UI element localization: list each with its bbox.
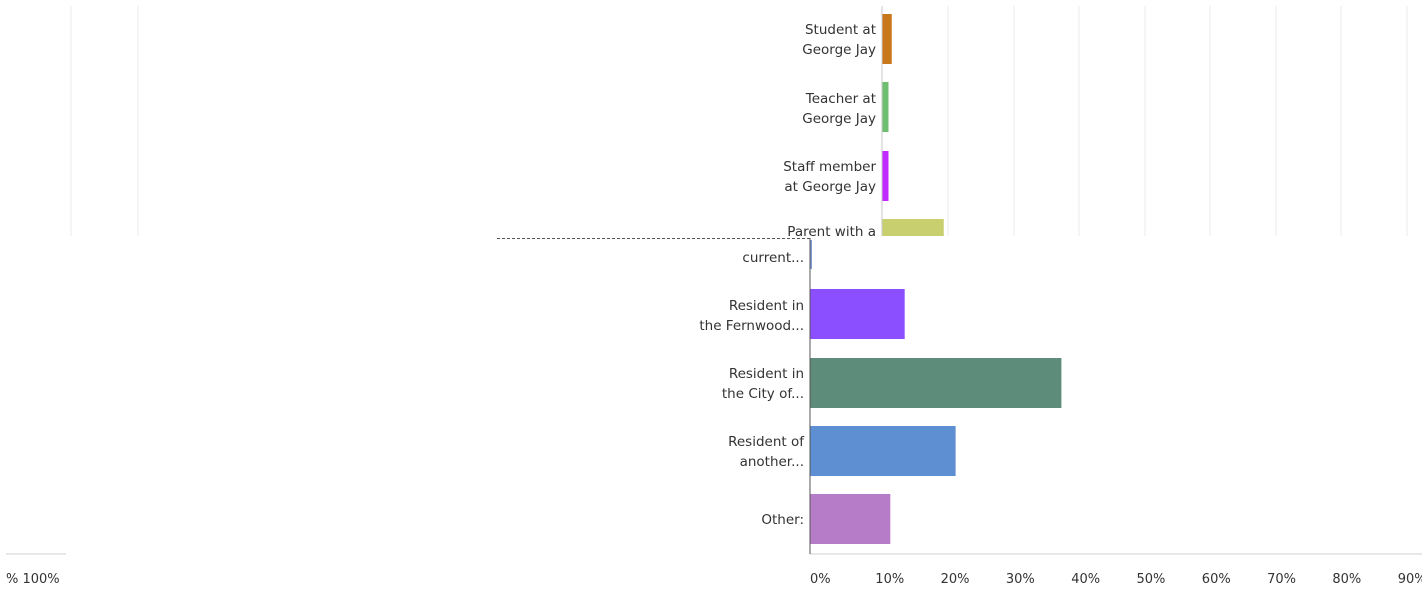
upper-category-label-0: Student at George Jay	[802, 22, 876, 58]
seam-line	[497, 238, 810, 240]
lower-category-label-1: Resident in the Fernwood...	[699, 298, 804, 334]
upper-category-label-3: Parent with a	[787, 224, 876, 240]
lower-category-label-2: Resident in the City of...	[721, 366, 804, 402]
x-tick-label-9: 90%	[1397, 572, 1422, 587]
left-fragment-tick-label: % 100%	[6, 572, 60, 587]
x-tick-label-0: 0%	[810, 572, 831, 587]
x-tick-label-2: 20%	[940, 572, 970, 587]
upper-category-label-1: Teacher at George Jay	[802, 91, 876, 127]
lower-category-label-3: Resident of another...	[728, 434, 804, 470]
x-tick-label-6: 60%	[1201, 572, 1231, 587]
x-tick-label-4: 40%	[1071, 572, 1101, 587]
lower-bar-3	[810, 426, 956, 476]
upper-bar-1	[882, 82, 889, 132]
upper-bar-3	[882, 219, 944, 236]
x-tick-label-3: 30%	[1005, 572, 1035, 587]
lower-bar-1	[810, 289, 905, 339]
x-tick-label-7: 70%	[1267, 572, 1296, 587]
x-tick-label-1: 10%	[875, 572, 905, 587]
x-tick-label-5: 50%	[1136, 572, 1166, 587]
upper-bar-0	[882, 14, 892, 64]
lower-category-label-0: current...	[742, 250, 804, 266]
upper-bar-2	[882, 151, 889, 201]
lower-bar-0	[810, 240, 812, 269]
upper-category-label-2: Staff member at George Jay	[783, 159, 876, 195]
x-tick-label-8: 80%	[1332, 572, 1362, 587]
lower-bar-4	[810, 494, 891, 544]
lower-bar-2	[810, 358, 1062, 408]
lower-category-label-4: Other:	[761, 512, 804, 528]
